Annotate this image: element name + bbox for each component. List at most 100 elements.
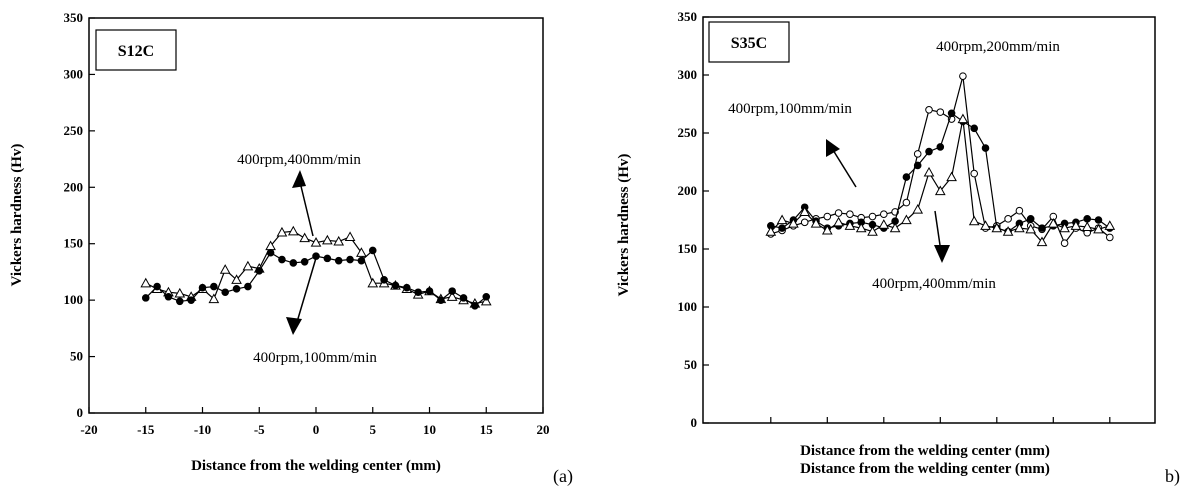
a-series-1-point xyxy=(391,281,400,290)
a-series-0-point xyxy=(219,264,231,274)
b-y-tick-label: 250 xyxy=(678,125,698,140)
b-series-1-point xyxy=(981,144,990,152)
a-y-tick-label: 350 xyxy=(64,10,84,25)
panel-a-series xyxy=(140,225,492,310)
b-series-0-point xyxy=(902,198,911,207)
panel-b-series xyxy=(765,72,1116,247)
panel-a-arrow-400mm-head xyxy=(292,170,306,188)
a-series-0-point xyxy=(310,237,322,247)
panel-b-annotation-200mm: 400rpm,200mm/min xyxy=(936,39,1060,55)
b-series-2-point xyxy=(946,171,957,182)
panel-b-arrow-100mm-head xyxy=(826,139,840,157)
b-series-1-point xyxy=(1094,216,1103,224)
b-series-1-point xyxy=(778,224,786,232)
a-series-1-point xyxy=(176,297,184,306)
a-series-0-point xyxy=(446,291,458,301)
b-series-2-point xyxy=(1104,220,1116,230)
a-y-tick-label: 200 xyxy=(64,179,84,194)
b-series-2-point xyxy=(878,219,890,229)
b-series-2-point xyxy=(991,222,1003,233)
a-y-tick-label: 0 xyxy=(77,405,84,420)
b-series-0-point xyxy=(1060,239,1069,247)
a-series-1-point xyxy=(210,282,218,291)
a-y-tick-label: 250 xyxy=(64,123,84,138)
b-series-1-point xyxy=(936,143,945,151)
b-series-2-point xyxy=(1070,220,1082,230)
a-series-1-point xyxy=(164,292,173,301)
b-series-2-point xyxy=(889,222,901,233)
a-series-1-point xyxy=(289,259,298,267)
a-series-1-point xyxy=(232,285,241,293)
a-series-1-point xyxy=(471,301,479,310)
a-series-1-point xyxy=(448,287,457,295)
b-series-2-point xyxy=(1093,223,1104,234)
b-series-2-point xyxy=(844,220,856,230)
a-series-1-point xyxy=(266,248,275,257)
b-series-2-point xyxy=(833,216,844,227)
a-series-1-point xyxy=(300,257,309,266)
b-series-0-point xyxy=(925,106,933,114)
panel-a-arrow-100mm xyxy=(296,257,317,323)
panel-a-annotation-400mm: 400rpm,400mm/min xyxy=(237,152,361,168)
a-series-1-point xyxy=(368,246,377,255)
b-series-2-point xyxy=(923,166,935,177)
a-series-1-point xyxy=(141,294,150,302)
panel-a-chart: S12C Distance from the welding center (m… xyxy=(9,10,573,487)
a-series-1-point xyxy=(187,296,195,304)
b-series-0-point xyxy=(880,210,888,218)
a-series-1-point xyxy=(459,294,468,302)
a-y-tick-label: 300 xyxy=(64,66,84,81)
b-series-2-point xyxy=(788,217,799,228)
b-series-2-point xyxy=(901,214,912,225)
a-y-tick-label: 100 xyxy=(64,292,84,307)
b-series-2-point xyxy=(980,220,991,230)
a-x-tick-label: 5 xyxy=(370,422,377,437)
panel-b-x-ticks xyxy=(770,417,1111,423)
b-series-2-point xyxy=(957,113,969,124)
a-x-tick-label: -5 xyxy=(254,422,265,437)
b-y-tick-label: 0 xyxy=(691,415,698,430)
b-series-0-point xyxy=(936,108,945,116)
b-series-0-point xyxy=(970,169,979,178)
panel-a-x-ticks: -20 -15 -10 -5 0 5 10 15 20 xyxy=(80,407,550,437)
b-series-2-point xyxy=(821,224,833,235)
a-x-tick-label: -20 xyxy=(80,422,97,437)
b-series-1-point xyxy=(1038,224,1046,232)
panel-b-y-ticks: 0 50 100 150 200 250 300 350 xyxy=(678,9,709,430)
b-series-line-1 xyxy=(770,112,1111,233)
panel-a-annotation-100mm: 400rpm,100mm/min xyxy=(253,350,377,366)
a-series-0-point xyxy=(344,231,356,242)
b-series-1-point xyxy=(970,124,979,133)
b-series-2-point xyxy=(1036,236,1048,247)
b-series-0-point xyxy=(1004,215,1012,223)
a-series-1-point xyxy=(403,283,411,292)
b-y-tick-label: 200 xyxy=(678,183,698,198)
b-series-2-point xyxy=(867,226,878,236)
a-series-1-point xyxy=(221,288,229,297)
panel-b-plot-frame xyxy=(702,16,1156,424)
panel-b-chart: S35C Distance from the welding center (m… xyxy=(616,9,1180,487)
a-series-1-point xyxy=(244,282,252,291)
b-series-2-point xyxy=(776,214,788,225)
b-series-0-point xyxy=(823,212,832,221)
a-series-1-point xyxy=(380,276,388,284)
a-x-tick-label: -10 xyxy=(194,422,211,437)
panel-b-annotation-400mm: 400rpm,400mm/min xyxy=(872,276,996,292)
a-x-tick-label: 0 xyxy=(313,422,320,437)
b-series-0-point xyxy=(868,212,877,221)
b-series-0-point xyxy=(834,209,843,217)
b-series-2-point xyxy=(968,215,980,226)
a-series-1-point xyxy=(153,282,161,291)
panel-a-arrow-400mm xyxy=(299,181,314,237)
b-series-1-point xyxy=(913,161,922,170)
panel-a-label: (a) xyxy=(553,466,573,487)
a-series-0-point xyxy=(322,234,333,245)
b-y-tick-label: 50 xyxy=(684,357,697,372)
panel-b-x-axis-title: Distance from the welding center (mm) xyxy=(800,443,1050,459)
b-series-2-point xyxy=(1081,221,1093,232)
b-series-2-point xyxy=(912,204,924,214)
a-series-1-point xyxy=(334,256,343,265)
b-series-2-point xyxy=(799,206,811,216)
a-series-0-point xyxy=(287,225,299,236)
